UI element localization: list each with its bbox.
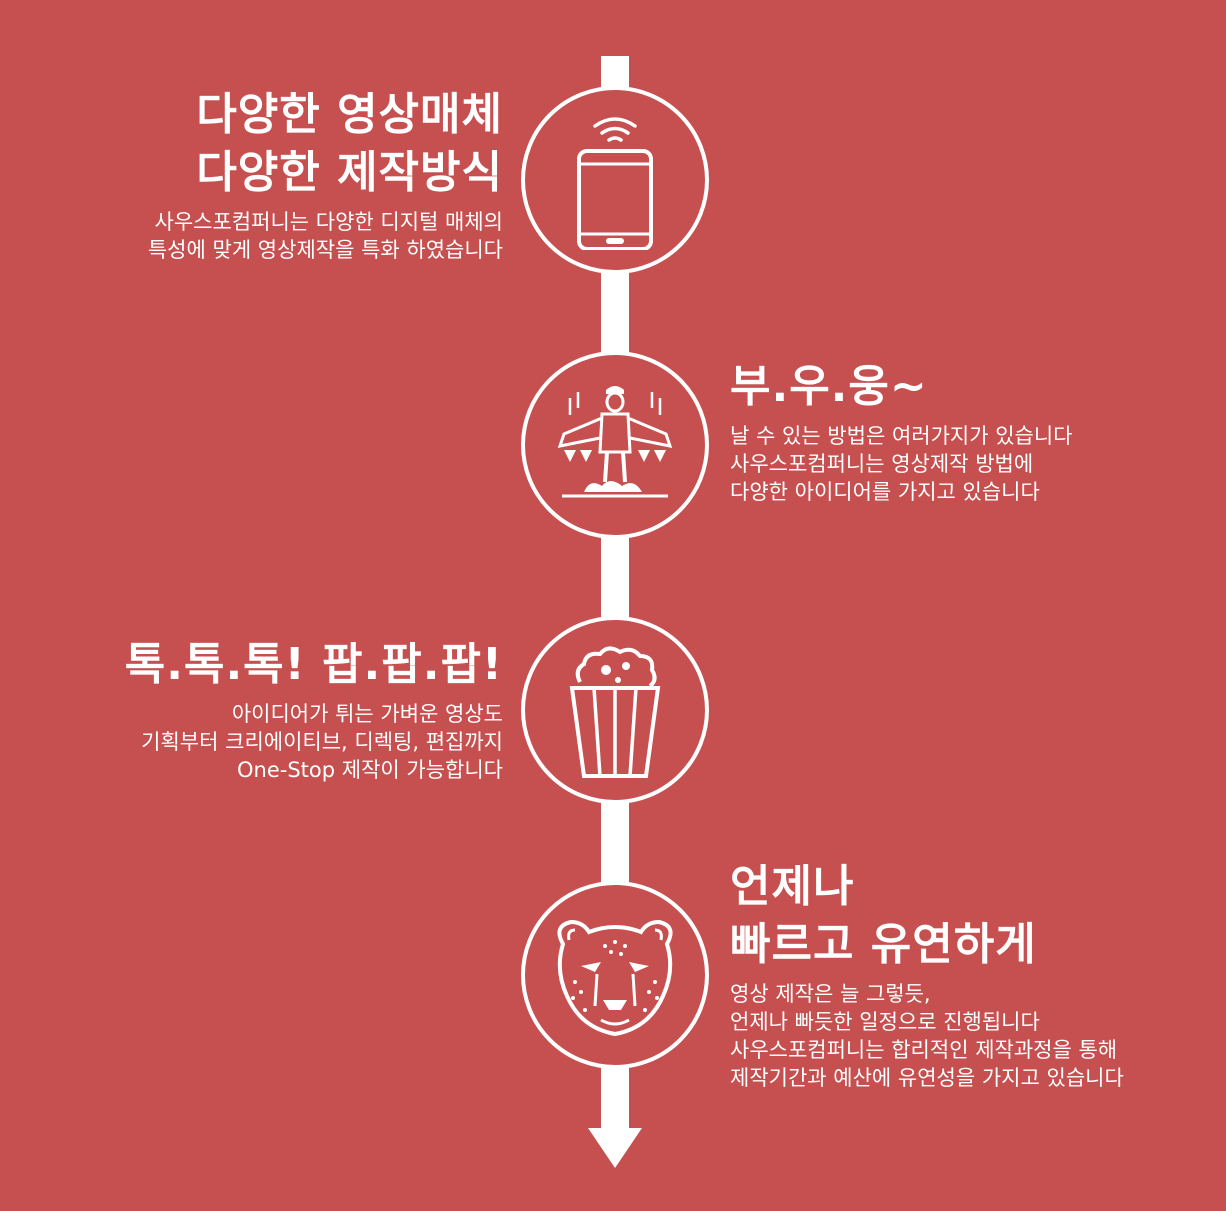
section-title: 부.우.웅~	[730, 361, 928, 412]
jetpack-circle	[521, 351, 709, 539]
section-title: 톡.톡.톡! 팝.팝.팝!	[124, 639, 503, 690]
section-popcorn: 톡.톡.톡! 팝.팝.팝! 아이디어가 튀는 가벼운 영상도 기획부터 크리에이티…	[125, 636, 503, 784]
section-description: 사우스포컴퍼니는 다양한 디지털 매체의 특성에 맞게 영상제작을 특화 하였습니…	[147, 210, 503, 262]
section-title: 언제나 빠르고 유연하게	[730, 861, 1037, 970]
section-cheetah: 언제나 빠르고 유연하게 영상 제작은 늘 그렇듯, 언제나 빠듯한 일정으로 진행…	[730, 858, 1124, 1092]
popcorn-circle	[521, 616, 709, 804]
section-description: 날 수 있는 방법은 여러가지가 있습니다 사우스포컴퍼니는 영상제작 방법에 다양…	[730, 424, 1073, 504]
section-media: 다양한 영상매체 다양한 제작방식 사우스포컴퍼니는 다양한 디지털 매체의 특성에…	[148, 86, 503, 264]
section-flying: 부.우.웅~ 날 수 있는 방법은 여러가지가 있습니다 사우스포컴퍼니는 영상제…	[730, 358, 1073, 506]
cheetah-circle	[521, 881, 709, 1069]
cheetah-icon	[557, 919, 673, 1037]
section-description: 영상 제작은 늘 그렇듯, 언제나 빠듯한 일정으로 진행됩니다 사우스포컴퍼니는 …	[730, 982, 1124, 1090]
jetpack-man-icon	[557, 386, 673, 498]
section-description: 아이디어가 튀는 가벼운 영상도 기획부터 크리에이티브, 디렉팅, 편집까지 On…	[141, 702, 503, 782]
smartphone-circle	[521, 86, 709, 274]
popcorn-icon	[569, 646, 661, 778]
smartphone-icon	[577, 117, 653, 250]
section-title: 다양한 영상매체 다양한 제작방식	[196, 89, 503, 198]
timeline-arrow-icon	[588, 1128, 642, 1168]
